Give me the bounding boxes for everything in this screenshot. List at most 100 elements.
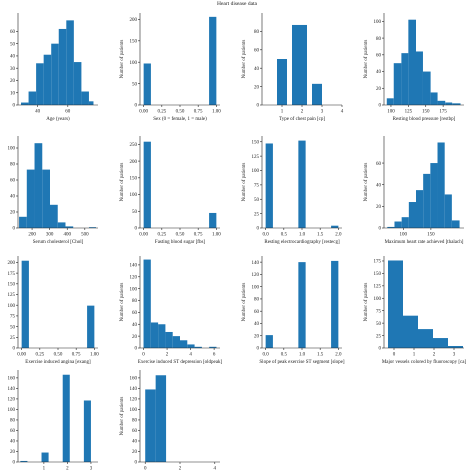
- y-axis-label: Number of patients: [242, 163, 247, 202]
- bar: [26, 169, 35, 228]
- y-tick-label: 20: [376, 205, 382, 210]
- x-tick-label: 150: [427, 233, 435, 238]
- x-axis-label: Type of chest pain [cp]: [279, 117, 325, 122]
- y-tick-label: 100: [8, 408, 16, 413]
- bar: [89, 227, 97, 228]
- bar: [444, 194, 452, 228]
- y-tick-label: 80: [132, 299, 138, 304]
- bar: [423, 173, 431, 228]
- y-axis-label: Number of patients: [242, 283, 247, 322]
- y-tick-label: 125: [8, 293, 16, 298]
- y-tick-label: 120: [8, 398, 16, 403]
- y-tick-label: 25: [254, 212, 260, 217]
- x-tick-label: 0.00: [17, 353, 26, 358]
- bar: [386, 98, 394, 105]
- bar: [73, 62, 82, 105]
- y-tick-label: 120: [130, 398, 138, 403]
- y-tick-label: 20: [132, 450, 138, 455]
- y-tick-label: 80: [10, 163, 16, 168]
- bar: [430, 163, 438, 228]
- x-tick-label: 0.75: [194, 233, 203, 238]
- y-tick-label: 75: [10, 315, 16, 320]
- y-axis-label: Number of patients: [120, 397, 125, 436]
- x-axis-label: Slope of peak exercise ST segment [slope…: [259, 360, 344, 365]
- chart-panel-8: 100 150 0 20 40 60 Maximum heart rate achieved…: [364, 136, 464, 245]
- x-tick-label: 1.00: [212, 233, 221, 238]
- y-tick-label: 120: [252, 273, 260, 278]
- x-tick-label: 2: [301, 110, 304, 115]
- bar: [172, 336, 180, 348]
- bar: [401, 217, 409, 228]
- x-axis-label: Maximum heart rate achieved [thalach]: [385, 240, 464, 245]
- y-tick-label: 60: [254, 310, 260, 315]
- bar: [416, 51, 423, 105]
- x-axis-label: Resting blood pressure [restbp]: [393, 117, 456, 122]
- x-tick-label: 0.0: [263, 353, 270, 358]
- y-tick-label: 0: [13, 347, 16, 352]
- bar: [416, 190, 424, 228]
- y-tick-label: 140: [8, 387, 16, 392]
- y-tick-label: 50: [132, 210, 138, 215]
- bar: [165, 331, 173, 348]
- x-tick-label: 300: [46, 233, 54, 238]
- x-tick-label: 0.5: [281, 233, 288, 238]
- y-tick-label: 60: [376, 162, 382, 167]
- bar: [430, 92, 438, 105]
- bar: [418, 329, 433, 348]
- x-axis-label: Exercise induced ST depression [oldpeak]: [138, 360, 223, 365]
- y-tick-label: 30: [10, 67, 16, 72]
- bar: [187, 344, 195, 348]
- bar: [445, 102, 453, 105]
- bar: [143, 259, 151, 348]
- y-tick-label: 0: [135, 227, 138, 232]
- y-tick-label: 160: [8, 377, 16, 382]
- bar: [180, 340, 188, 348]
- y-tick-label: 150: [8, 283, 16, 288]
- y-tick-label: 100: [130, 287, 138, 292]
- x-tick-label: 1.0: [299, 353, 306, 358]
- y-tick-label: 150: [130, 177, 138, 182]
- x-tick-label: 3: [321, 110, 324, 115]
- bar: [143, 63, 151, 105]
- x-tick-label: 175: [439, 110, 447, 115]
- y-tick-label: 100: [252, 285, 260, 290]
- y-tick-label: 0: [135, 461, 138, 466]
- y-tick-label: 80: [10, 419, 16, 424]
- bar: [83, 400, 91, 462]
- bar: [312, 83, 322, 105]
- y-tick-label: 60: [376, 54, 382, 59]
- y-tick-label: 0: [257, 104, 260, 109]
- x-axis-label: Major vessels colored by fluoroscopy [ca…: [382, 360, 467, 365]
- x-tick-label: 2: [433, 353, 436, 358]
- chart-panel-7: 0.0 0.5 1.0 1.5 2.0 0 25 50 75 100 125 150 Resting e…: [242, 136, 342, 245]
- y-axis-label: Number of patients: [120, 40, 125, 79]
- y-axis-label: Number of patients: [364, 283, 369, 322]
- x-tick-label: 60: [65, 110, 71, 115]
- x-tick-label: 0.50: [176, 110, 185, 115]
- y-tick-label: 120: [130, 275, 138, 280]
- bar: [393, 63, 402, 105]
- x-tick-label: 125: [405, 110, 413, 115]
- x-tick-label: 0.25: [157, 110, 166, 115]
- y-tick-label: 100: [8, 304, 16, 309]
- bar: [28, 91, 37, 105]
- bar: [388, 260, 403, 348]
- bar: [36, 63, 44, 105]
- y-tick-label: 40: [132, 440, 138, 445]
- x-tick-label: 6: [213, 353, 216, 358]
- y-tick-label: 60: [132, 311, 138, 316]
- x-tick-label: 1.0: [299, 233, 306, 238]
- x-axis-label: Fasting blood sugar [fbs]: [155, 240, 205, 245]
- y-tick-label: 80: [376, 37, 382, 42]
- bar: [65, 226, 74, 228]
- bar: [43, 54, 52, 105]
- x-tick-label: 0.50: [54, 353, 63, 358]
- y-tick-label: 50: [376, 322, 382, 327]
- x-tick-label: 0.25: [157, 233, 166, 238]
- bar: [298, 140, 306, 228]
- x-tick-label: 2: [166, 353, 169, 358]
- x-axis-label: Sex (0 = female, 1 = male): [153, 117, 207, 122]
- x-axis-label: Serum cholesterol [Chol]: [33, 240, 84, 245]
